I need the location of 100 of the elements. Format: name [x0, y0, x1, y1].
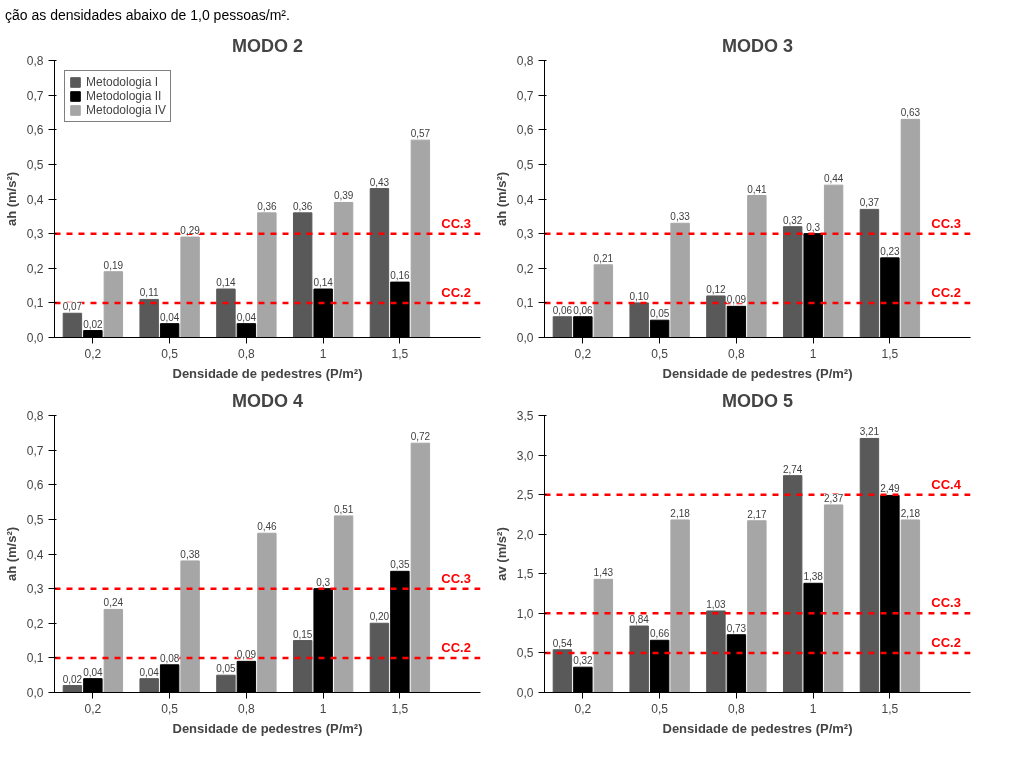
y-tick-label: 0,3: [516, 227, 534, 242]
y-tick-label: 0,0: [26, 686, 44, 700]
y-axis-title: ah (m/s²): [3, 171, 19, 227]
data-label: 0,06: [552, 304, 573, 316]
y-tick-label: 0,2: [516, 261, 534, 276]
y-tick-label: 2,5: [516, 488, 534, 503]
legend-label: Metodologia IV: [86, 103, 167, 117]
y-tick-label: 3,5: [516, 409, 534, 423]
data-label: 1,03: [706, 598, 727, 610]
x-tick-label: 1,5: [391, 346, 409, 361]
data-label: 0,36: [257, 200, 278, 212]
x-tick-label: 0,8: [238, 701, 256, 716]
data-label: 0,14: [313, 277, 334, 289]
y-tick-label: 0,6: [516, 123, 534, 138]
x-tick-label: 0,5: [651, 346, 669, 361]
x-tick-label: 0,2: [574, 701, 592, 716]
data-label: 0,23: [880, 245, 901, 257]
data-label: 0,12: [706, 283, 727, 295]
x-axis-title: Densidade de pedestres (P/m²): [172, 365, 363, 381]
y-tick-label: 0,1: [26, 296, 44, 311]
data-label: 0,09: [236, 649, 257, 661]
chart-title: MODO 3: [722, 35, 794, 56]
x-tick-label: 0,5: [161, 346, 179, 361]
x-tick-label: 0,2: [84, 346, 102, 361]
x-tick-label: 0,8: [728, 701, 746, 716]
data-label: 0,39: [333, 190, 354, 202]
data-label: 0,14: [216, 277, 237, 289]
chart-title: MODO 2: [232, 35, 304, 56]
data-label: 1,43: [593, 567, 614, 579]
data-label: 0,05: [649, 308, 670, 320]
data-label: 0,04: [159, 311, 180, 323]
data-label: 0,29: [180, 225, 201, 237]
data-label: 3,21: [859, 426, 880, 438]
data-label: 2,17: [747, 508, 768, 520]
data-label: 0,24: [103, 597, 124, 609]
data-label: 0,72: [410, 431, 431, 443]
y-tick-label: 0,7: [26, 88, 44, 103]
data-label: 2,18: [900, 507, 921, 519]
y-tick-label: 0,0: [516, 686, 534, 700]
data-label: 2,74: [782, 463, 803, 475]
data-label: 2,49: [880, 483, 901, 495]
y-tick-label: 0,0: [516, 331, 534, 345]
y-tick-label: 0,7: [26, 443, 44, 458]
x-tick-label: 0,8: [238, 346, 256, 361]
data-label: 0,16: [390, 270, 411, 282]
x-tick-label: 0,8: [728, 346, 746, 361]
data-label: 0,3: [806, 221, 821, 233]
y-axis-title: av (m/s²): [493, 527, 509, 581]
x-tick-label: 0,2: [84, 701, 102, 716]
data-label: 0,20: [369, 611, 390, 623]
ref-line-label: CC.4: [931, 476, 962, 492]
data-label: 0,3: [316, 576, 331, 588]
x-tick-label: 1,5: [391, 701, 409, 716]
y-tick-label: 1,5: [516, 567, 534, 582]
data-label: 0,33: [670, 211, 691, 223]
data-label: 1,38: [803, 571, 824, 583]
y-tick-label: 0,5: [26, 157, 44, 172]
data-label: 0,66: [649, 628, 670, 640]
ref-line-label: CC.2: [441, 284, 471, 300]
data-label: 0,84: [629, 614, 650, 626]
ref-line-label: CC.3: [931, 215, 961, 231]
y-tick-label: 3,0: [516, 448, 534, 463]
data-label: 0,05: [216, 663, 237, 675]
x-axis-title: Densidade de pedestres (P/m²): [662, 720, 853, 736]
data-label: 0,37: [859, 197, 880, 209]
data-label: 0,36: [292, 200, 313, 212]
y-tick-label: 0,2: [26, 616, 44, 631]
data-label: 0,08: [159, 652, 180, 664]
chart-title: MODO 5: [722, 390, 794, 411]
ref-line-label: CC.3: [441, 215, 471, 231]
y-tick-label: 0,1: [26, 651, 44, 666]
data-label: 2,18: [670, 507, 691, 519]
y-tick-label: 0,1: [516, 296, 534, 311]
y-tick-label: 0,8: [516, 54, 534, 68]
x-tick-label: 0,5: [651, 701, 669, 716]
data-label: 0,43: [369, 176, 390, 188]
data-label: 0,19: [103, 259, 124, 271]
y-axis-title: ah (m/s²): [3, 526, 19, 582]
y-tick-label: 0,8: [26, 409, 44, 423]
data-label: 0,63: [900, 107, 921, 119]
ref-line-label: CC.2: [931, 634, 961, 650]
x-tick-label: 1: [809, 701, 817, 716]
y-tick-label: 0,5: [516, 646, 534, 661]
x-axis-title: Densidade de pedestres (P/m²): [662, 365, 853, 381]
data-label: 0,04: [236, 311, 257, 323]
y-tick-label: 0,0: [26, 331, 44, 345]
data-label: 0,04: [139, 666, 160, 678]
data-label: 2,37: [823, 492, 844, 504]
y-tick-label: 0,6: [26, 478, 44, 493]
data-label: 0,09: [726, 294, 747, 306]
y-tick-label: 0,4: [516, 192, 534, 207]
data-label: 0,57: [410, 128, 431, 140]
data-label: 0,32: [573, 655, 594, 667]
x-tick-label: 1: [319, 701, 327, 716]
y-tick-label: 0,5: [26, 512, 44, 527]
x-tick-label: 1: [809, 346, 817, 361]
data-label: 0,15: [292, 628, 313, 640]
data-label: 0,54: [552, 637, 573, 649]
ref-line-label: CC.2: [931, 284, 961, 300]
data-label: 0,10: [629, 290, 650, 302]
